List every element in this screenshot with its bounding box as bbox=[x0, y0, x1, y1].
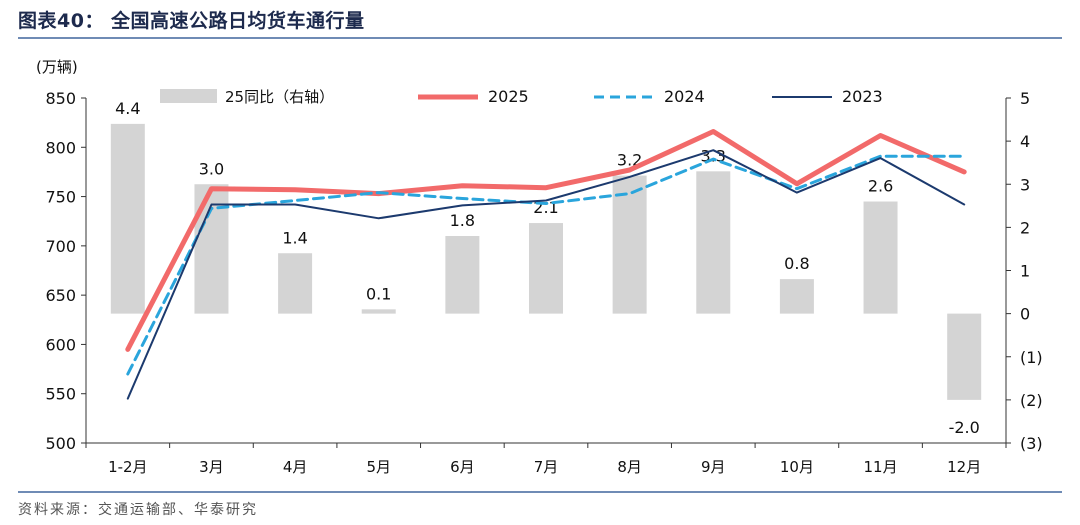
lines bbox=[125, 129, 967, 400]
left-tick-label: 700 bbox=[45, 237, 76, 256]
x-tick-label: 3月 bbox=[199, 458, 224, 476]
axes: (万辆) 850 800 750 700 650 600 550 500 5 4 3 2 1 0 (1) (2)… bbox=[36, 58, 1043, 476]
yoy-bar bbox=[947, 313, 982, 400]
unit-label: (万辆) bbox=[36, 58, 78, 76]
yoy-bar bbox=[863, 201, 898, 314]
bar-value-label: 0.8 bbox=[784, 254, 809, 273]
right-tick-label: 1 bbox=[1020, 262, 1030, 281]
bar-value-label: 1.8 bbox=[450, 211, 475, 230]
right-tick-label: 0 bbox=[1020, 305, 1030, 324]
left-tick-label: 500 bbox=[45, 434, 76, 453]
bar-value-label: 1.4 bbox=[282, 228, 307, 247]
x-tick-label: 4月 bbox=[283, 458, 308, 476]
left-tick-label: 800 bbox=[45, 138, 76, 157]
legend-label-bars: 25同比（右轴） bbox=[225, 88, 334, 106]
bar-value-label: 4.4 bbox=[115, 99, 140, 118]
bar-value-label: -2.0 bbox=[949, 418, 980, 437]
bar-value-label: 0.1 bbox=[366, 284, 391, 303]
left-tick-label: 750 bbox=[45, 188, 76, 207]
series-line-2024 bbox=[126, 154, 966, 376]
bars bbox=[110, 123, 982, 400]
source-divider bbox=[18, 491, 1062, 493]
yoy-bar bbox=[779, 279, 814, 314]
x-tick-label: 10月 bbox=[780, 458, 814, 476]
title-divider bbox=[18, 37, 1062, 39]
legend-label-2025: 2025 bbox=[488, 87, 529, 106]
yoy-bar bbox=[529, 223, 563, 314]
x-tick-label: 5月 bbox=[366, 458, 391, 476]
right-tick-label: 4 bbox=[1020, 132, 1030, 151]
x-tick-label: 1-2月 bbox=[108, 458, 148, 476]
right-tick-label: 3 bbox=[1020, 175, 1030, 194]
yoy-bar bbox=[445, 236, 480, 314]
left-tick-label: 550 bbox=[45, 385, 76, 404]
bar-value-label: 2.6 bbox=[868, 177, 893, 196]
x-tick-label: 12月 bbox=[947, 458, 981, 476]
x-tick-label: 6月 bbox=[450, 458, 475, 476]
yoy-bar bbox=[278, 253, 313, 314]
yoy-bar bbox=[361, 309, 396, 314]
right-tick-label: 5 bbox=[1020, 89, 1030, 108]
yoy-bar bbox=[612, 175, 647, 314]
yoy-bar bbox=[110, 123, 145, 314]
left-tick-label: 600 bbox=[45, 335, 76, 354]
legend-label-2023: 2023 bbox=[842, 87, 883, 106]
legend: 25同比（右轴） 2025 2024 2023 bbox=[160, 87, 883, 106]
chart: (万辆) 850 800 750 700 650 600 550 500 5 4 3 2 1 0 (1) (2)… bbox=[36, 58, 1043, 476]
left-tick-label: 850 bbox=[45, 89, 76, 108]
right-tick-label: (1) bbox=[1020, 348, 1043, 367]
x-tick-label: 8月 bbox=[617, 458, 642, 476]
x-tick-label: 9月 bbox=[701, 458, 726, 476]
right-tick-label: (2) bbox=[1020, 391, 1043, 410]
left-tick-label: 650 bbox=[45, 286, 76, 305]
series-line-2025 bbox=[125, 129, 967, 352]
bar-value-label: 3.0 bbox=[199, 159, 224, 178]
right-tick-label: 2 bbox=[1020, 218, 1030, 237]
legend-label-2024: 2024 bbox=[664, 87, 705, 106]
yoy-bar bbox=[696, 171, 731, 314]
source-note: 资料来源：交通运输部、华泰研究 bbox=[18, 502, 258, 518]
series-line-2023 bbox=[126, 149, 966, 400]
legend-swatch-bars bbox=[160, 89, 217, 103]
x-tick-label: 11月 bbox=[863, 458, 897, 476]
x-tick-label: 7月 bbox=[534, 458, 559, 476]
right-tick-label: (3) bbox=[1020, 434, 1043, 453]
figure-title: 图表40： 全国高速公路日均货车通行量 bbox=[18, 10, 365, 32]
